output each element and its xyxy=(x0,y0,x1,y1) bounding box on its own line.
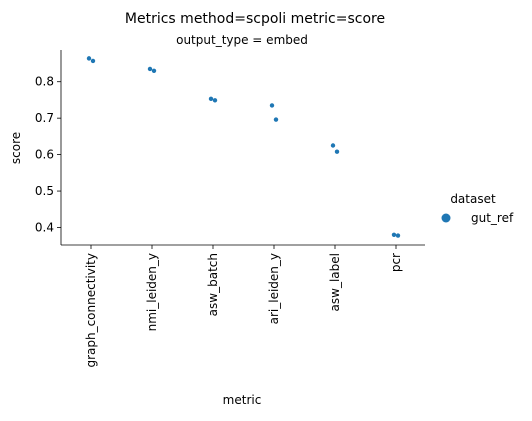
data-point-pcr xyxy=(395,233,401,238)
x-tick-label-pcr: pcr xyxy=(389,253,403,272)
x-tick-label-ari-leiden-y: ari_leiden_y xyxy=(267,253,281,324)
y-tick-label: 0.6 xyxy=(35,148,54,162)
data-point-asw-label xyxy=(334,149,340,154)
facet-title: output_type = embed xyxy=(176,33,308,47)
legend: dataset gut_ref xyxy=(441,192,514,225)
data-point-asw-batch xyxy=(208,96,214,102)
data-point-ari-leiden-y xyxy=(269,103,275,108)
data-point-graph-connectivity xyxy=(90,58,96,64)
data-point-nmi-leiden-y xyxy=(151,68,157,73)
data-point-graph-connectivity xyxy=(86,56,92,61)
x-tick-label-graph-connectivity: graph_connectivity xyxy=(84,253,98,368)
data-point-asw-label xyxy=(330,143,336,148)
legend-marker-gut-ref xyxy=(441,213,451,223)
legend-title: dataset xyxy=(450,192,496,206)
data-point-asw-batch xyxy=(212,98,218,103)
x-tick-label-asw-label: asw_label xyxy=(328,253,342,311)
data-points xyxy=(86,56,401,238)
data-point-nmi-leiden-y xyxy=(147,66,153,72)
y-tick-label: 0.7 xyxy=(35,111,54,125)
y-axis-title: score xyxy=(9,132,23,164)
y-tick-label: 0.5 xyxy=(35,184,54,198)
y-tick-label: 0.4 xyxy=(35,221,54,235)
x-axis-title: metric xyxy=(223,393,262,407)
data-point-pcr xyxy=(391,232,397,237)
x-tick-label-asw-batch: asw_batch xyxy=(206,253,220,316)
y-tick-label: 0.8 xyxy=(35,75,54,89)
x-ticks: graph_connectivity nmi_leiden_y asw_batch a… xyxy=(84,245,403,368)
y-ticks: 0.4 0.5 0.6 0.7 0.8 xyxy=(35,75,61,235)
x-tick-label-nmi-leiden-y: nmi_leiden_y xyxy=(145,253,159,331)
data-point-ari-leiden-y xyxy=(273,117,279,122)
legend-label-gut-ref: gut_ref xyxy=(471,211,514,225)
chart-title: Metrics method=scpoli metric=score xyxy=(125,11,385,27)
